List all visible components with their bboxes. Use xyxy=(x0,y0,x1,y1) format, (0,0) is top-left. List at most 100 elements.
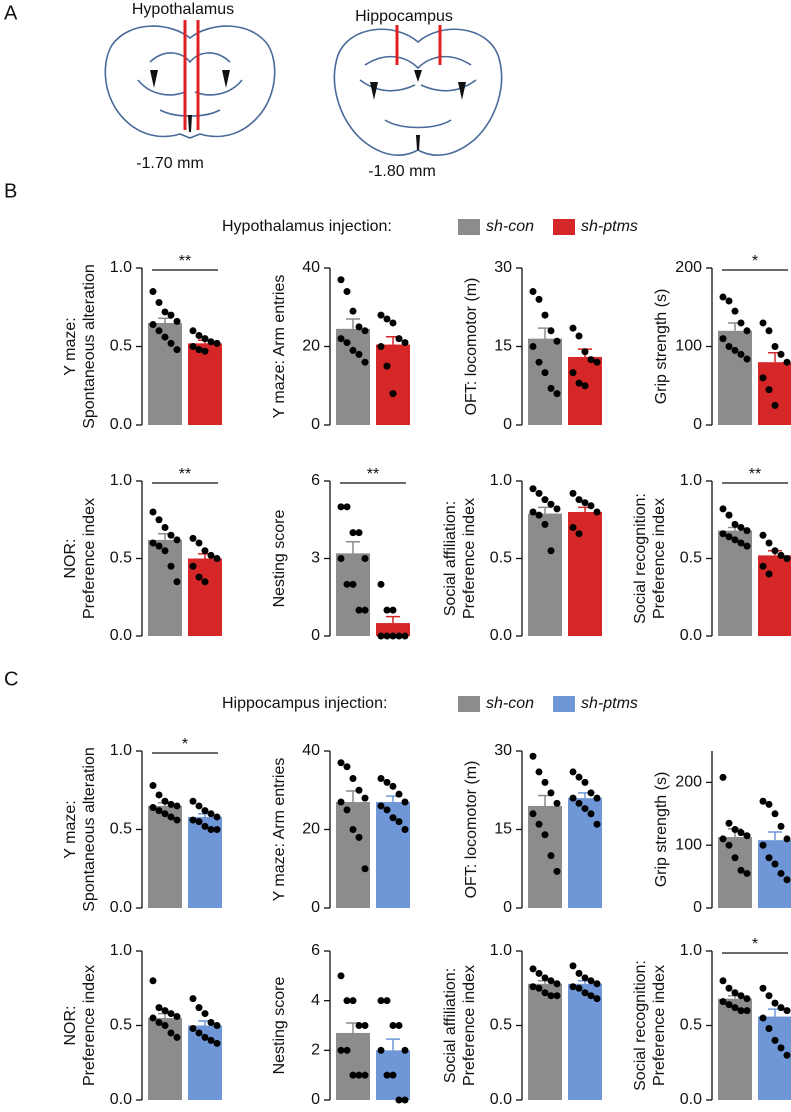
data-point xyxy=(383,997,391,1005)
y-tick-label: 0.0 xyxy=(490,1091,512,1108)
data-point xyxy=(581,989,589,997)
data-point xyxy=(547,992,555,1000)
y-tick-label: 15 xyxy=(494,338,512,355)
data-point xyxy=(725,533,733,541)
legend-title: Hippocampus injection: xyxy=(222,695,387,712)
y-axis-label: Social affiliation: xyxy=(442,968,459,1083)
data-point xyxy=(575,379,583,387)
y-axis-label: NOR: xyxy=(62,1006,79,1046)
data-point xyxy=(355,1022,363,1029)
y-tick-label: 1.0 xyxy=(680,942,702,959)
significance-label: ** xyxy=(367,466,379,483)
data-point xyxy=(167,813,175,821)
data-point xyxy=(155,1004,163,1012)
data-point xyxy=(771,810,779,818)
data-point xyxy=(731,989,739,997)
data-point xyxy=(337,759,345,767)
data-point xyxy=(737,829,745,837)
significance-label: ** xyxy=(179,253,191,270)
data-point xyxy=(569,983,577,991)
data-point xyxy=(743,355,751,363)
y-tick-label: 0 xyxy=(311,1091,320,1108)
data-point xyxy=(547,384,555,392)
bar xyxy=(188,343,222,425)
legend-title: Hypothalamus injection: xyxy=(222,218,392,235)
data-point xyxy=(541,778,549,786)
data-point xyxy=(731,346,739,354)
data-point xyxy=(189,797,197,805)
data-point xyxy=(759,319,767,327)
data-point xyxy=(547,327,555,335)
data-point xyxy=(731,307,739,315)
data-point xyxy=(587,502,595,510)
data-point xyxy=(207,1036,215,1044)
data-point xyxy=(213,339,221,347)
data-point xyxy=(195,539,203,547)
data-point xyxy=(349,580,357,588)
bar xyxy=(376,623,410,636)
data-point xyxy=(201,822,209,830)
legend-swatch xyxy=(553,219,575,235)
data-point xyxy=(725,819,733,827)
data-point xyxy=(783,1051,791,1059)
data-point xyxy=(783,835,791,843)
data-point xyxy=(195,818,203,826)
data-point xyxy=(167,311,175,319)
bar xyxy=(336,328,370,425)
data-point xyxy=(575,969,583,977)
y-axis-label: Social recognition: xyxy=(632,960,649,1091)
data-point xyxy=(541,520,549,528)
y-tick-label: 0 xyxy=(503,899,512,916)
bar xyxy=(188,558,222,636)
data-point xyxy=(161,547,169,555)
data-point xyxy=(541,496,549,504)
y-axis-label: Spontaneous alteration xyxy=(81,264,98,429)
data-point xyxy=(355,606,363,614)
data-point xyxy=(343,339,351,347)
y-tick-label: 20 xyxy=(302,821,320,838)
data-point xyxy=(173,346,181,354)
y-tick-label: 100 xyxy=(675,338,702,355)
data-point xyxy=(173,317,181,325)
legend-swatch xyxy=(458,219,480,235)
data-point xyxy=(201,1010,209,1018)
error-bar xyxy=(386,1038,400,1051)
y-tick-label: 2 xyxy=(311,1042,320,1059)
data-point xyxy=(743,869,751,877)
data-point xyxy=(553,992,561,1000)
y-tick-label: 200 xyxy=(675,259,702,276)
data-point xyxy=(355,529,363,537)
data-point xyxy=(547,789,555,797)
data-point xyxy=(587,992,595,1000)
bar xyxy=(336,553,370,636)
data-point xyxy=(581,974,589,982)
legend-label: sh-ptms xyxy=(581,218,638,235)
y-axis-label: Preference index xyxy=(461,498,478,619)
data-point xyxy=(189,1024,197,1032)
legend-label: sh-con xyxy=(486,695,534,712)
data-point xyxy=(759,1014,767,1022)
y-tick-label: 0 xyxy=(311,899,320,916)
data-point xyxy=(777,1004,785,1012)
data-point xyxy=(569,369,577,377)
data-point xyxy=(765,386,773,394)
data-point xyxy=(553,505,561,513)
data-point xyxy=(731,854,739,862)
data-point xyxy=(349,997,357,1005)
data-point xyxy=(383,606,391,614)
data-point xyxy=(569,768,577,776)
data-point xyxy=(731,520,739,528)
y-tick-label: 0.5 xyxy=(110,338,132,355)
data-point xyxy=(349,774,357,782)
data-point xyxy=(337,1046,345,1054)
y-tick-label: 0.5 xyxy=(110,550,132,567)
data-point xyxy=(201,807,209,815)
data-point xyxy=(149,804,157,812)
data-point xyxy=(719,335,727,343)
data-point xyxy=(541,831,549,839)
data-point xyxy=(737,319,745,327)
data-point xyxy=(167,339,175,347)
significance-label: ** xyxy=(179,466,191,483)
data-point xyxy=(743,1007,751,1015)
